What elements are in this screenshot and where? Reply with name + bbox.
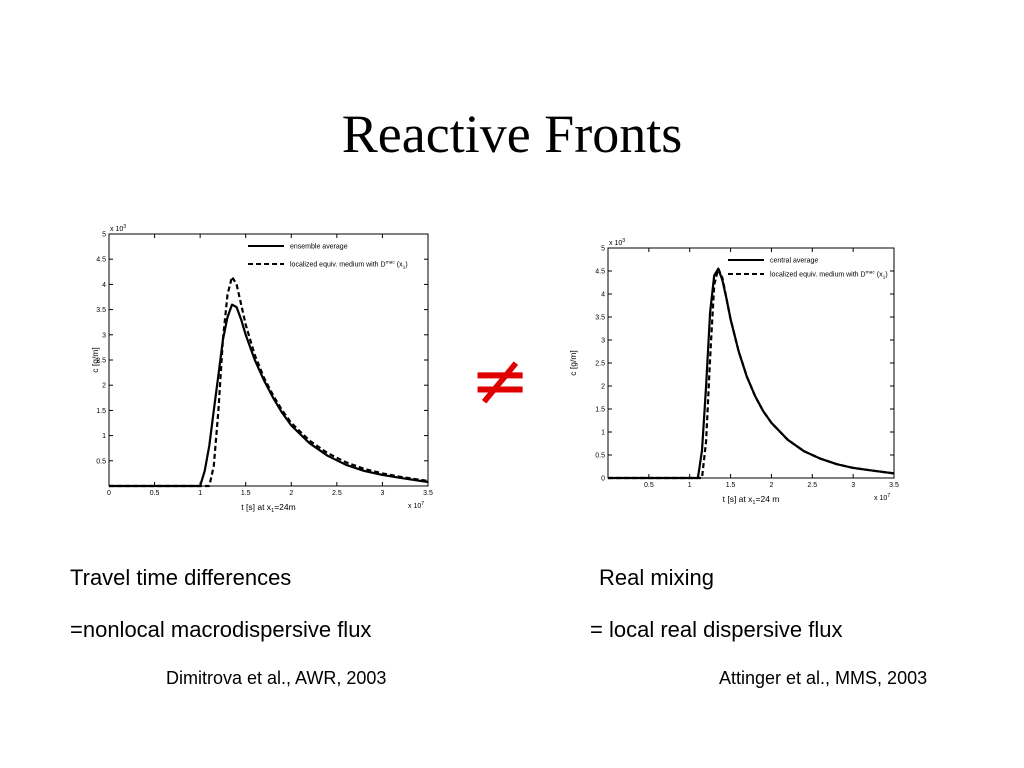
x-tick-label: 1.5 — [241, 490, 251, 497]
x-tick-label: 3.5 — [889, 482, 899, 489]
right-reference: Attinger et al., MMS, 2003 — [719, 668, 928, 688]
y-tick-label: 2.5 — [96, 357, 106, 364]
x-tick-label: 1 — [688, 482, 692, 489]
y-axis-label: c [g/m] — [568, 350, 578, 376]
left-caption-line2: =nonlocal macrodispersive flux — [70, 617, 372, 642]
x-tick-label: 3 — [380, 490, 384, 497]
plot-frame — [108, 233, 429, 487]
y-tick-label: 0 — [601, 475, 605, 482]
x-tick-label: 3 — [851, 482, 855, 489]
legend-label: localized equiv. medium with Dmac (x1) — [770, 270, 888, 280]
x-tick-label: 2.5 — [807, 482, 817, 489]
x-tick-label: 1.5 — [726, 482, 736, 489]
series-line-solid — [608, 267, 895, 480]
x-tick-label: 2.5 — [332, 490, 342, 497]
y-tick-label: 4 — [601, 291, 605, 298]
x-tick-label: 0 — [107, 490, 111, 497]
legend-label: central average — [770, 257, 818, 264]
x-tick-label: 0.5 — [644, 482, 654, 489]
x-tick-label: 2 — [289, 490, 293, 497]
y-tick-label: 5 — [102, 231, 106, 238]
right-caption-line2: = local real dispersive flux — [590, 617, 843, 642]
y-multiplier: x 103 — [110, 224, 126, 233]
y-tick-label: 0.5 — [96, 458, 106, 465]
x-multiplier: x 107 — [408, 501, 424, 510]
x-tick-label: 1 — [198, 490, 202, 497]
y-tick-label: 0.5 — [595, 452, 605, 459]
legend-label: ensemble average — [290, 243, 348, 250]
y-tick-label: 1.5 — [595, 406, 605, 413]
x-axis-label: t [s] at x1=24 m — [723, 494, 780, 506]
chart-left: 0 0.5 1 1.5 2 2.5 3 3.5 0.5 1 1.5 2 2.5 3 3.5 4 4.5 5 x 10… — [92, 224, 433, 514]
y-tick-label: 3.5 — [96, 307, 106, 314]
y-multiplier: x 103 — [609, 238, 625, 247]
y-tick-label: 1 — [601, 429, 605, 436]
y-tick-label: 1.5 — [96, 408, 106, 415]
left-reference: Dimitrova et al., AWR, 2003 — [166, 668, 387, 688]
x-axis-label: t [s] at x1=24m — [241, 502, 295, 514]
x-tick-label: 2 — [769, 482, 773, 489]
y-tick-label: 4 — [102, 282, 106, 289]
y-tick-label: 5 — [601, 245, 605, 252]
y-tick-label: 3 — [601, 337, 605, 344]
series-line-dashed — [608, 267, 895, 480]
x-tick-label: 3.5 — [423, 490, 433, 497]
left-caption-line1: Travel time differences — [70, 565, 292, 590]
x-multiplier: x 107 — [874, 493, 890, 502]
y-tick-label: 1 — [102, 433, 106, 440]
x-tick-label: 0.5 — [150, 490, 160, 497]
plot-frame — [607, 247, 895, 479]
y-tick-label: 4.5 — [96, 257, 106, 264]
not-equal-symbol: ≠ — [470, 338, 531, 422]
y-axis-label: c [g/m] — [92, 347, 100, 373]
slide-title: Reactive Fronts — [341, 104, 683, 164]
chart-right: 0.5 1 1.5 2 2.5 3 3.5 0 0.5 1 1.5 2 2.5 3 3.5 4 4.5 5 x 10… — [568, 238, 899, 506]
right-caption-line1: Real mixing — [599, 565, 714, 590]
y-tick-label: 2 — [601, 383, 605, 390]
y-tick-label: 3 — [102, 332, 106, 339]
y-tick-label: 3.5 — [595, 314, 605, 321]
y-tick-label: 2.5 — [595, 360, 605, 367]
series-line-dashed — [109, 275, 429, 488]
y-tick-label: 4.5 — [595, 268, 605, 275]
y-tick-label: 2 — [102, 383, 106, 390]
legend-label: localized equiv. medium with Dmac (x1) — [290, 260, 408, 270]
series-line-solid — [109, 303, 429, 488]
